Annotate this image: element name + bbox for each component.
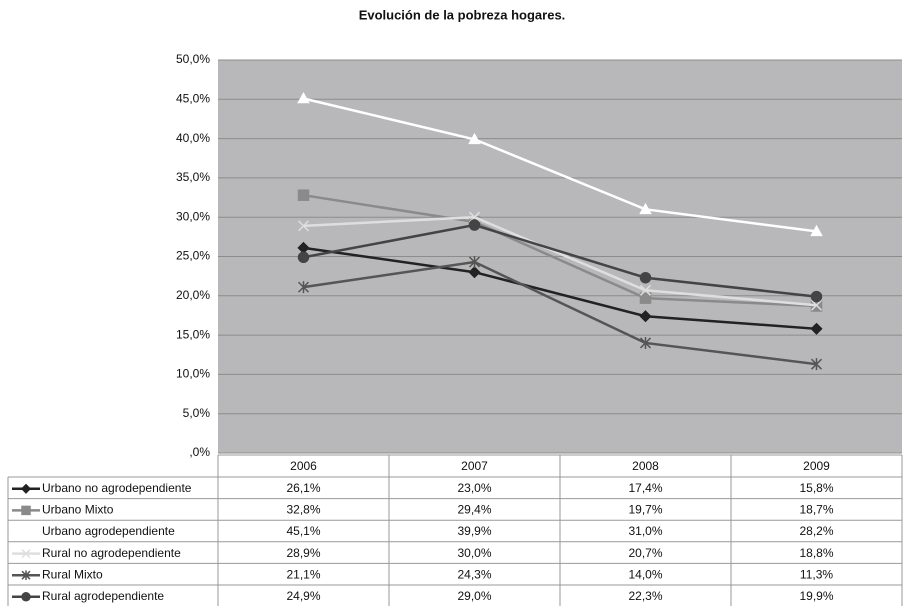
data-label: 19,7% [628,503,662,517]
series-line [303,223,817,298]
data-label: 28,9% [286,546,320,560]
y-tick-label: 10,0% [176,367,210,381]
data-label: 26,1% [286,481,320,495]
marker [810,224,823,237]
data-label: 24,9% [286,589,320,603]
x-tick-label: 2007 [461,459,488,473]
y-tick-label: 15,0% [176,327,210,341]
series-line [303,97,817,233]
y-tick-label: 50,0% [176,52,210,66]
legend-marker [20,526,32,536]
data-label: 32,8% [286,503,320,517]
marker [810,299,823,311]
series-line [303,260,817,366]
series-line [303,246,817,331]
data-label: 19,9% [799,589,833,603]
data-label: 23,0% [457,481,491,495]
y-tick-label: ,0% [189,445,210,459]
data-label: 45,1% [286,524,320,538]
data-label: 18,7% [799,503,833,517]
chart-title: Evolución de la pobreza hogares. [359,7,566,22]
data-label: 29,0% [457,589,491,603]
marker [810,290,823,303]
data-label: 21,1% [286,567,320,581]
data-label: 31,0% [628,524,662,538]
y-tick-label: 20,0% [176,288,210,302]
y-tick-label: 5,0% [183,406,211,420]
x-tick-label: 2009 [803,459,830,473]
y-tick-label: 25,0% [176,249,210,263]
marker [639,336,652,349]
y-tick-label: 45,0% [176,91,210,105]
y-tick-label: 30,0% [176,209,210,223]
legend-marker [21,549,31,559]
y-tick-label: 40,0% [176,131,210,145]
marker [810,358,823,371]
marker [297,251,310,264]
series-line [303,215,817,307]
marker [639,310,652,323]
series-line [303,193,817,308]
data-label: 29,4% [457,503,491,517]
legend-label: Rural no agrodependiente [42,546,181,560]
y-tick-label: 35,0% [176,170,210,184]
legend-label: Urbano agrodependiente [42,524,175,538]
marker [297,91,310,104]
data-label: 22,3% [628,589,662,603]
marker [639,271,652,284]
marker [468,132,481,145]
data-label: 15,8% [799,481,833,495]
data-label: 30,0% [457,546,491,560]
legend-marker [21,505,31,516]
legend-marker [20,483,32,494]
marker [468,219,481,231]
legend-marker [21,592,31,602]
data-label: 18,8% [799,546,833,560]
marker [639,284,652,296]
legend-label: Rural agrodependiente [42,589,164,603]
data-label: 14,0% [628,567,662,581]
x-tick-label: 2008 [632,459,659,473]
data-label: 24,3% [457,567,491,581]
marker [297,281,310,294]
legend-label: Urbano no agrodependiente [42,481,192,495]
marker [639,292,652,304]
data-label: 39,9% [457,524,491,538]
data-label: 20,7% [628,546,662,560]
marker [810,322,823,335]
data-label: 17,4% [628,481,662,495]
x-tick-label: 2006 [290,459,317,473]
marker [297,220,310,232]
data-label: 11,3% [800,567,833,581]
legend-label: Urbano Mixto [42,503,114,517]
marker [468,266,481,279]
marker [297,189,310,201]
marker [639,202,652,215]
marker [468,256,481,269]
data-label: 28,2% [799,524,833,538]
legend-marker [21,570,31,580]
legend-label: Rural Mixto [42,567,103,581]
